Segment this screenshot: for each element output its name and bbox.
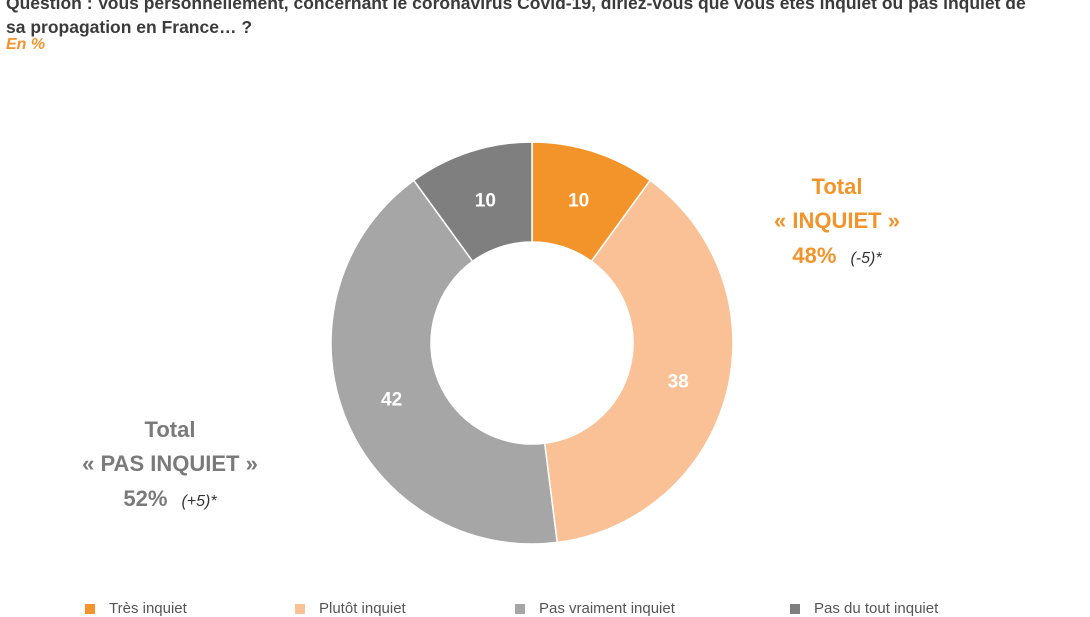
total-inquiet-title: Total xyxy=(811,174,863,199)
total-inquiet-label: Total « INQUIET » 48% (-5)* xyxy=(742,170,932,277)
legend-label: Pas du tout inquiet xyxy=(814,600,939,617)
legend-swatch-icon xyxy=(85,604,95,615)
legend-label: Très inquiet xyxy=(109,600,187,617)
slice-plutot-inquiet xyxy=(543,179,734,544)
total-inquiet-delta: (-5)* xyxy=(850,250,882,267)
total-pas-inquiet-delta: (+5)* xyxy=(181,493,217,510)
data-label-pas-vraiment-inquiet: 42 xyxy=(381,390,402,411)
total-pas-inquiet-title: Total xyxy=(144,417,196,442)
unit-label: En % xyxy=(6,36,46,53)
legend-item-plutot-inquiet: Plutôt inquiet xyxy=(295,600,406,617)
legend-item-pas-du-tout-inquiet: Pas du tout inquiet xyxy=(790,600,938,617)
total-inquiet-name: « INQUIET » xyxy=(774,208,900,233)
slice-pas-vraiment-inquiet xyxy=(330,179,559,545)
question-text: Question : Vous personnellement, concern… xyxy=(6,0,1086,39)
chart-legend: Très inquiet Plutôt inquiet Pas vraiment… xyxy=(85,600,1085,617)
data-label-plutot-inquiet: 38 xyxy=(668,372,689,393)
question-line-2: sa propagation en France… ? xyxy=(6,17,253,37)
legend-swatch-icon xyxy=(790,604,800,615)
legend-label: Pas vraiment inquiet xyxy=(539,600,675,617)
slice-pas-du-tout-inquiet xyxy=(412,141,533,263)
legend-item-tres-inquiet: Très inquiet xyxy=(85,600,187,617)
legend-swatch-icon xyxy=(515,604,525,615)
question-line-1: Question : Vous personnellement, concern… xyxy=(6,0,1026,13)
total-pas-inquiet-value: 52% xyxy=(123,486,168,511)
total-pas-inquiet-label: Total « PAS INQUIET » 52% (+5)* xyxy=(70,413,270,520)
total-inquiet-value: 48% xyxy=(792,243,837,268)
legend-label: Plutôt inquiet xyxy=(319,600,406,617)
data-label-pas-du-tout-inquiet: 10 xyxy=(475,190,496,211)
legend-item-pas-vraiment-inquiet: Pas vraiment inquiet xyxy=(515,600,675,617)
data-label-tres-inquiet: 10 xyxy=(568,190,589,211)
total-pas-inquiet-name: « PAS INQUIET » xyxy=(82,451,258,476)
legend-swatch-icon xyxy=(295,604,305,615)
